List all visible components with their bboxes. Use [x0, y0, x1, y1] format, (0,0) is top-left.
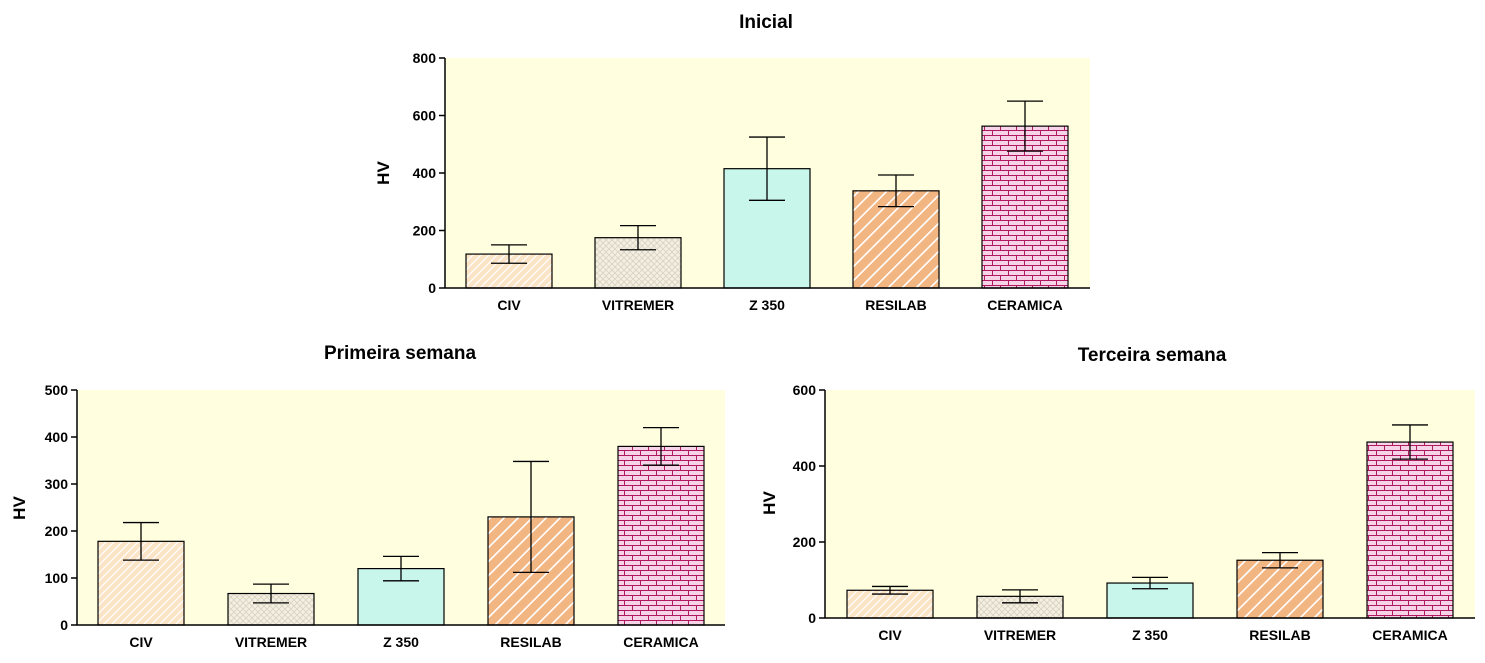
terceira-bar-civ-error — [872, 585, 908, 595]
inicial-bar-z-350-error — [749, 136, 785, 201]
chart-primeira-error-bars — [123, 426, 679, 604]
inicial-y-tick-0: 0 — [428, 280, 436, 296]
terceira-x-label-ceramica: CERAMICA — [1372, 627, 1447, 643]
inicial-y-tick-600: 600 — [413, 108, 437, 124]
terceira-bar-resilab — [1236, 559, 1324, 619]
chart-terceira-y-ticks: 0 200 400 600 — [793, 382, 825, 626]
terceira-bar-z-350-error — [1132, 576, 1168, 590]
inicial-x-label-resilab: RESILAB — [865, 297, 926, 313]
chart-primeira-y-ticks: 0 100 200 300 400 500 — [45, 382, 77, 633]
terceira-bar-civ — [846, 589, 934, 619]
primeira-bar-resilab-error — [513, 460, 549, 574]
primeira-x-label-resilab: RESILAB — [500, 634, 561, 650]
chart-terceira-bars — [846, 441, 1454, 619]
inicial-bar-ceramica-error — [1007, 100, 1043, 152]
chart-inicial-title: Inicial — [739, 12, 793, 33]
terceira-x-label-vitremer: VITREMER — [984, 627, 1056, 643]
inicial-x-label-vitremer: VITREMER — [602, 297, 674, 313]
chart-primeira-y-label: HV — [10, 496, 29, 520]
chart-terceira-semana: Terceira semana HV 0 200 400 600 CIV VITREME… — [760, 345, 1475, 643]
primeira-bar-ceramica-error — [643, 426, 679, 466]
chart-inicial-y-ticks: 0 200 400 600 800 — [413, 50, 445, 296]
primeira-bar-vitremer — [227, 592, 315, 626]
chart-terceira-error-bars — [872, 424, 1428, 604]
inicial-bar-resilab-error — [878, 174, 914, 208]
primeira-y-tick-300: 300 — [45, 476, 69, 492]
chart-inicial-y-label: HV — [374, 161, 393, 185]
chart-primeira-title: Primeira semana — [324, 343, 477, 364]
chart-inicial-x-categories: CIV VITREMER Z 350 RESILAB CERAMICA — [497, 297, 1062, 313]
terceira-bar-ceramica — [1366, 441, 1454, 619]
terceira-bar-resilab-error — [1262, 551, 1298, 569]
terceira-x-label-civ: CIV — [878, 627, 902, 643]
inicial-y-tick-200: 200 — [413, 223, 437, 239]
primeira-x-label-z-350: Z 350 — [383, 634, 419, 650]
terceira-y-tick-200: 200 — [793, 534, 817, 550]
primeira-bar-ceramica — [617, 445, 705, 626]
chart-terceira-title: Terceira semana — [1078, 345, 1227, 366]
inicial-x-label-z-350: Z 350 — [749, 297, 785, 313]
primeira-x-label-ceramica: CERAMICA — [623, 634, 698, 650]
inicial-x-label-ceramica: CERAMICA — [987, 297, 1062, 313]
primeira-bar-civ-error — [123, 521, 159, 561]
chart-inicial-error-bars — [491, 100, 1043, 264]
terceira-y-tick-600: 600 — [793, 382, 817, 398]
primeira-y-tick-100: 100 — [45, 570, 69, 586]
inicial-bar-vitremer-error — [620, 224, 656, 251]
primeira-y-tick-200: 200 — [45, 523, 69, 539]
chart-terceira-y-label: HV — [760, 491, 779, 515]
primeira-bar-z-350-error — [383, 555, 419, 582]
chart-primeira-x-categories: CIV VITREMER Z 350 RESILAB CERAMICA — [129, 634, 698, 650]
primeira-y-tick-0: 0 — [60, 617, 68, 633]
primeira-y-tick-400: 400 — [45, 429, 69, 445]
chart-terceira-x-categories: CIV VITREMER Z 350 RESILAB CERAMICA — [878, 627, 1447, 643]
terceira-x-label-resilab: RESILAB — [1249, 627, 1310, 643]
primeira-x-label-civ: CIV — [129, 634, 153, 650]
terceira-bar-vitremer-error — [1002, 589, 1038, 604]
inicial-x-label-civ: CIV — [497, 297, 521, 313]
inicial-y-tick-800: 800 — [413, 50, 437, 66]
primeira-bar-vitremer-error — [253, 583, 289, 604]
primeira-y-tick-500: 500 — [45, 382, 69, 398]
inicial-y-tick-400: 400 — [413, 165, 437, 181]
terceira-bar-ceramica-error — [1392, 424, 1428, 460]
primeira-x-label-vitremer: VITREMER — [235, 634, 307, 650]
inicial-bar-civ-error — [491, 244, 527, 264]
terceira-x-label-z-350: Z 350 — [1132, 627, 1168, 643]
terceira-y-tick-400: 400 — [793, 458, 817, 474]
terceira-y-tick-0: 0 — [808, 610, 816, 626]
chart-inicial: Inicial HV 0 200 400 600 800 CIV VITREMER Z 35… — [374, 12, 1090, 313]
chart-primeira-semana: Primeira semana HV 0 100 200 300 400 500 CIV V… — [10, 343, 725, 650]
